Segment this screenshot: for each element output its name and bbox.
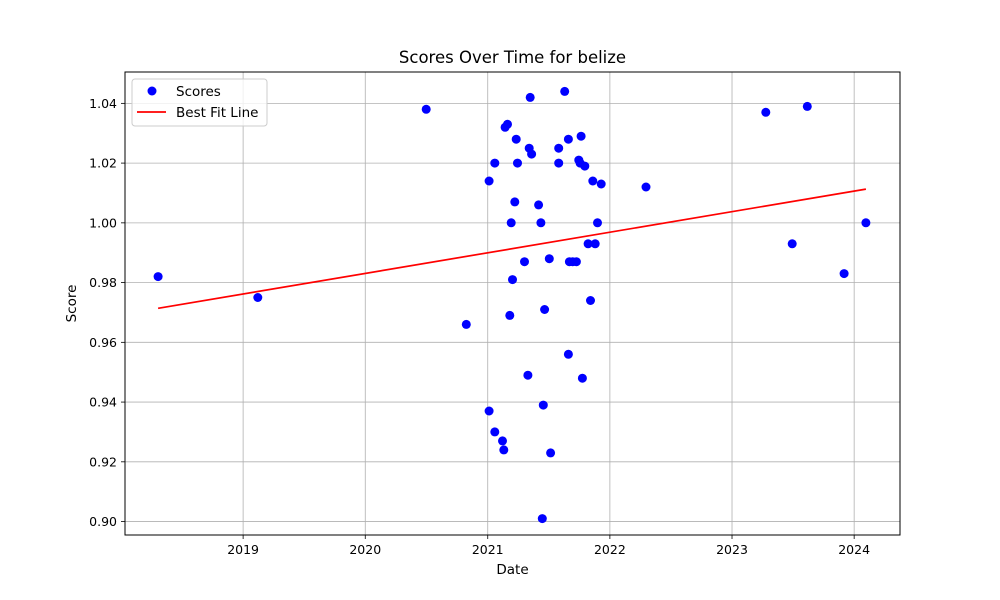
score-point: [590, 239, 600, 249]
legend-label-scores: Scores: [176, 84, 221, 100]
score-point: [421, 104, 431, 114]
score-point: [490, 158, 500, 168]
score-point: [576, 131, 586, 141]
score-point: [546, 448, 556, 458]
score-point: [839, 269, 849, 279]
score-point: [253, 293, 263, 302]
y-tick-label: 0.92: [89, 454, 117, 469]
score-point: [538, 400, 548, 410]
score-point: [503, 119, 512, 129]
score-point: [523, 370, 533, 380]
y-axis-ticks: 0.90 0.92 0.94 0.96 0.98 1.00 1.02 1.04: [89, 96, 125, 529]
x-tick-label: 2024: [838, 542, 870, 557]
score-point: [571, 257, 581, 267]
score-point: [554, 158, 564, 168]
score-point: [563, 134, 573, 144]
y-tick-label: 0.94: [89, 395, 117, 410]
legend-marker-scores: [147, 86, 157, 96]
score-point: [499, 445, 509, 455]
score-point: [527, 149, 537, 159]
score-point: [577, 373, 587, 383]
y-axis-label: Score: [64, 285, 80, 323]
score-point: [484, 406, 494, 416]
y-tick-label: 1.02: [89, 156, 117, 171]
x-axis-ticks: 2019 2020 2021 2022 2023 2024: [227, 535, 870, 557]
score-point: [484, 176, 494, 186]
score-point: [540, 305, 550, 314]
score-point: [544, 254, 554, 264]
legend: Scores Best Fit Line: [131, 78, 268, 127]
score-point: [560, 86, 570, 96]
score-point: [761, 107, 771, 117]
best-fit-line-layer: [157, 188, 867, 310]
x-tick-label: 2022: [594, 542, 626, 557]
plot-area-frame: [124, 71, 901, 536]
score-point: [802, 101, 812, 111]
legend-label-best-fit: Best Fit Line: [176, 105, 258, 121]
x-tick-label: 2019: [227, 542, 259, 557]
score-point: [510, 197, 520, 207]
score-point: [534, 200, 544, 210]
score-point: [520, 257, 529, 267]
chart-title: Scores Over Time for belize: [399, 48, 626, 67]
score-point: [586, 296, 595, 305]
score-point: [583, 239, 593, 249]
score-point: [641, 182, 651, 192]
y-tick-label: 1.04: [89, 96, 117, 111]
score-point: [511, 134, 521, 144]
x-tick-label: 2023: [716, 542, 748, 557]
score-point: [525, 92, 535, 102]
best-fit-line: [157, 188, 867, 310]
x-tick-label: 2021: [472, 542, 504, 557]
y-tick-label: 1.00: [89, 215, 117, 230]
score-point: [536, 218, 546, 228]
score-point: [505, 310, 515, 320]
score-point: [513, 158, 522, 168]
score-point: [588, 176, 598, 186]
y-tick-label: 0.98: [89, 275, 117, 290]
score-point: [506, 218, 516, 228]
y-tick-label: 0.96: [89, 335, 117, 350]
score-point: [593, 218, 602, 228]
score-point: [787, 239, 797, 249]
score-point: [537, 514, 547, 524]
x-tick-label: 2020: [349, 542, 381, 557]
scores-points-layer: [153, 86, 871, 524]
legend-box: [131, 78, 268, 127]
score-point: [498, 436, 507, 446]
x-axis-label: Date: [496, 562, 528, 578]
score-point: [554, 143, 564, 153]
score-point: [563, 349, 573, 359]
score-point: [596, 179, 606, 189]
score-point: [490, 427, 500, 437]
y-tick-label: 0.90: [89, 514, 117, 529]
score-point: [153, 272, 163, 282]
score-point: [861, 218, 871, 228]
score-point: [461, 319, 471, 329]
score-point: [508, 275, 517, 285]
score-point: [580, 161, 590, 171]
